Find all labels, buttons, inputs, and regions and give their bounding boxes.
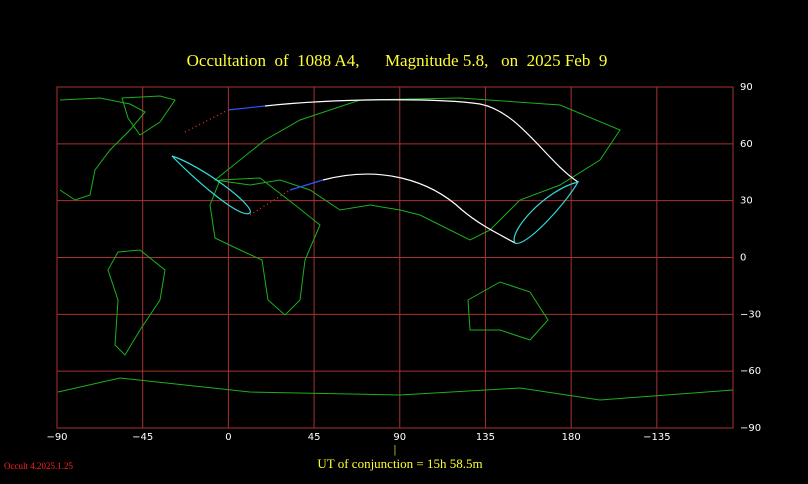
y-tick-label: 0 xyxy=(740,253,746,264)
x-tick-label: −90 xyxy=(46,432,67,443)
coastlines xyxy=(57,95,734,401)
south-america xyxy=(107,249,166,356)
y-tick-label: 30 xyxy=(740,196,753,207)
africa xyxy=(209,177,321,316)
x-tick-label: 90 xyxy=(393,432,406,443)
south-limit-daylight xyxy=(289,179,324,191)
north-limit xyxy=(264,99,579,183)
conjunction-label: UT of conjunction = 15h 58.5m xyxy=(317,456,482,471)
x-tick-label: 135 xyxy=(476,432,495,443)
south-limit xyxy=(322,173,516,244)
y-tick-label: 90 xyxy=(740,82,753,93)
y-tick-label: −60 xyxy=(740,366,761,377)
australia xyxy=(467,281,549,341)
y-tick-label: −30 xyxy=(740,309,761,320)
x-tick-label: 180 xyxy=(562,432,581,443)
x-tick-label: 45 xyxy=(308,432,321,443)
plot-border xyxy=(56,86,734,429)
x-tick-label: 0 xyxy=(225,432,231,443)
occultation-track xyxy=(171,99,580,244)
y-tick-label: 60 xyxy=(740,139,753,150)
north-america xyxy=(59,97,146,201)
grid xyxy=(56,86,733,429)
y-tick-label: −90 xyxy=(740,423,761,434)
sunset-curve xyxy=(513,181,580,244)
sunrise-curve xyxy=(171,155,251,215)
x-tick-label: −135 xyxy=(643,432,670,443)
eurasia xyxy=(213,97,621,241)
antarctica xyxy=(57,377,734,401)
greenland xyxy=(121,95,176,136)
conjunction-marker: | xyxy=(394,442,396,456)
chart-title: Occultation of 1088 A4, Magnitude 5.8, o… xyxy=(187,51,608,70)
north-limit-daylight xyxy=(227,105,266,111)
north-limit-below xyxy=(184,109,229,133)
version-label: Occult 4.2025.1.25 xyxy=(4,461,73,471)
x-tick-label: −45 xyxy=(132,432,153,443)
